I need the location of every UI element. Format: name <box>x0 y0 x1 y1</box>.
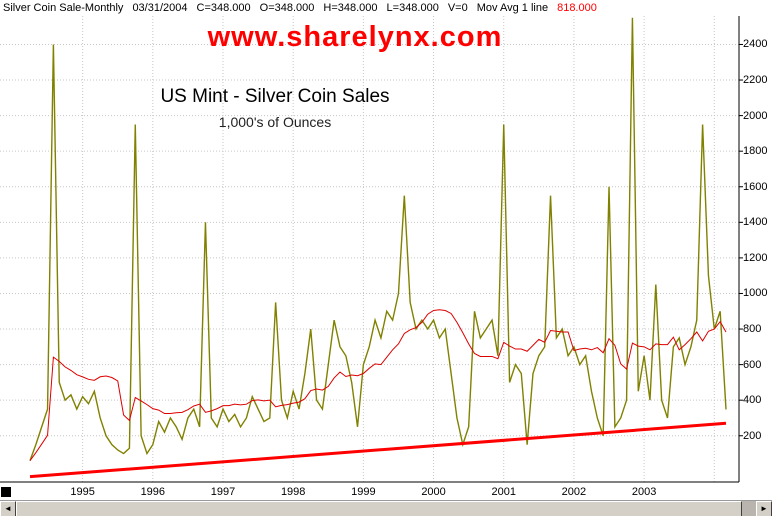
left-arrow-icon: ◄ <box>4 504 12 513</box>
quote-close: C=348.000 <box>196 2 251 14</box>
y-tick-label: 2000 <box>743 109 768 122</box>
quote-low: L=348.000 <box>386 2 439 14</box>
ma-label: Mov Avg 1 line <box>476 2 549 14</box>
scrollbar-thumb[interactable] <box>16 501 742 516</box>
moving-average-line <box>29 309 727 461</box>
x-tick-label: 2000 <box>421 486 446 498</box>
chart-title: US Mint - Silver Coin Sales <box>160 86 390 107</box>
y-tick-label: 600 <box>743 358 762 371</box>
sales-series-line <box>29 17 727 461</box>
right-arrow-icon: ► <box>760 504 768 513</box>
y-tick-label: 2400 <box>743 38 768 51</box>
y-tick-label: 1000 <box>743 287 768 300</box>
y-tick-label: 400 <box>743 394 762 407</box>
y-tick-label: 1800 <box>743 145 768 158</box>
quote-date: 03/31/2004 <box>132 2 188 14</box>
trendline <box>29 421 727 479</box>
y-tick-label: 1400 <box>743 216 768 229</box>
x-tick-label: 1998 <box>280 486 306 498</box>
status-bar: Silver Coin Sale-Monthly 03/31/2004 C=34… <box>0 0 772 16</box>
chart-subtitle: 1,000's of Ounces <box>218 114 332 130</box>
x-tick-label: 2003 <box>631 486 657 498</box>
x-tick-label: 2001 <box>491 486 516 498</box>
quote-open: O=348.000 <box>259 2 315 14</box>
y-tick-label: 800 <box>743 323 762 336</box>
chart-canvas[interactable] <box>0 16 772 485</box>
axis-corner-mark <box>1 487 11 497</box>
x-tick-label: 1995 <box>70 486 95 498</box>
y-tick-label: 2200 <box>743 74 768 87</box>
y-tick-label: 200 <box>743 429 762 442</box>
scrollbar-track[interactable] <box>16 501 756 516</box>
y-tick-label: 1600 <box>743 180 768 193</box>
y-tick-label: 1200 <box>743 251 768 264</box>
ma-value: 818.000 <box>557 2 597 14</box>
scroll-right-button[interactable]: ► <box>756 501 772 516</box>
horizontal-scrollbar[interactable]: ◄ ► <box>0 500 772 516</box>
quote-high: H=348.000 <box>323 2 378 14</box>
x-tick-label: 1999 <box>351 486 376 498</box>
x-tick-label: 1996 <box>140 486 166 498</box>
scroll-left-button[interactable]: ◄ <box>0 501 16 516</box>
x-axis: 1995 1996 1997 1998 1999 2000 2001 2002 2003 <box>0 485 772 500</box>
chart-plot-area[interactable]: www.sharelynx.com US Mint - Silver Coin … <box>0 16 772 485</box>
x-tick-label: 2002 <box>561 486 587 498</box>
watermark: www.sharelynx.com <box>207 21 503 53</box>
series-label: Silver Coin Sale-Monthly <box>3 2 124 14</box>
quote-volume: V=0 <box>447 2 468 14</box>
x-tick-label: 1997 <box>210 486 236 498</box>
